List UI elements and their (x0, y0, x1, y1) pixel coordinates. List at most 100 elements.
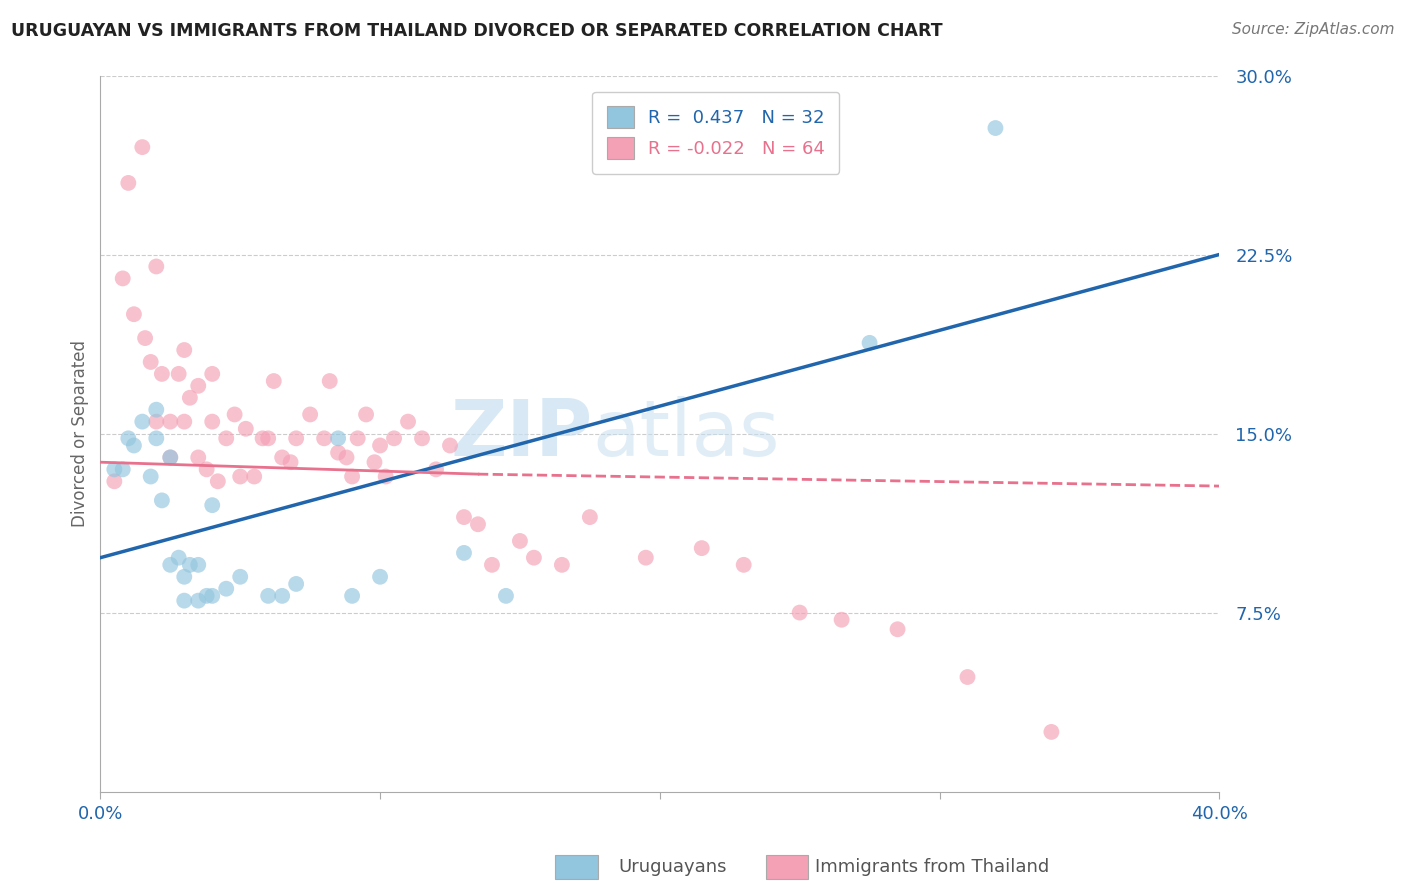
Point (509, 533, 531, 548)
Point (326, 431, 349, 445)
Point (326, 445, 349, 459)
Point (453, 510, 475, 524)
Point (150, 367, 173, 381)
Point (495, 589, 517, 603)
Point (368, 570, 391, 584)
Point (280, 455, 302, 469)
Point (299, 408, 322, 422)
Point (374, 469, 396, 483)
Point (215, 582, 238, 596)
Point (319, 374, 342, 388)
Point (173, 570, 195, 584)
Point (956, 670, 979, 684)
Point (159, 415, 181, 429)
Point (346, 431, 368, 445)
Point (425, 462, 447, 476)
Point (195, 462, 218, 476)
Point (257, 589, 280, 603)
Point (117, 431, 139, 445)
Text: ZIP: ZIP (450, 395, 593, 472)
Point (467, 517, 489, 532)
Point (134, 331, 156, 345)
Point (634, 550, 657, 565)
Point (523, 550, 546, 565)
Point (150, 493, 173, 508)
Point (195, 589, 218, 603)
Point (159, 558, 181, 572)
Point (733, 558, 755, 572)
Point (314, 431, 336, 445)
Point (224, 408, 246, 422)
Point (235, 422, 257, 436)
Point (551, 558, 574, 572)
Point (131, 415, 153, 429)
Point (122, 307, 145, 321)
Point (145, 260, 167, 274)
Point (340, 469, 363, 483)
Point (579, 510, 602, 524)
Point (111, 271, 134, 285)
Text: Immigrants from Thailand: Immigrants from Thailand (815, 858, 1050, 876)
Point (439, 438, 461, 452)
Point (354, 408, 377, 422)
Point (340, 589, 363, 603)
Point (215, 431, 238, 445)
Point (201, 498, 224, 512)
Point (187, 593, 209, 607)
Text: atlas: atlas (593, 395, 780, 472)
Point (453, 546, 475, 560)
Point (103, 475, 125, 489)
Text: Source: ZipAtlas.com: Source: ZipAtlas.com (1232, 22, 1395, 37)
Point (173, 593, 195, 607)
Point (243, 469, 266, 483)
Point (229, 469, 252, 483)
Point (285, 577, 308, 591)
Point (159, 450, 181, 465)
Point (285, 431, 308, 445)
Point (139, 355, 162, 369)
Point (159, 450, 181, 465)
Point (145, 431, 167, 445)
Point (167, 550, 190, 565)
Point (257, 431, 280, 445)
Point (831, 613, 853, 627)
Point (207, 475, 229, 489)
Point (117, 176, 139, 190)
Point (201, 415, 224, 429)
Point (984, 121, 1007, 136)
Point (179, 391, 201, 405)
Point (411, 431, 433, 445)
Y-axis label: Divorced or Separated: Divorced or Separated (72, 340, 89, 527)
Point (363, 455, 385, 469)
Point (382, 431, 405, 445)
Point (201, 589, 224, 603)
Point (263, 374, 285, 388)
Point (229, 570, 252, 584)
Text: Uruguayans: Uruguayans (619, 858, 727, 876)
Point (139, 469, 162, 483)
Point (368, 438, 391, 452)
Point (145, 402, 167, 417)
Legend: R =  0.437   N = 32, R = -0.022   N = 64: R = 0.437 N = 32, R = -0.022 N = 64 (592, 92, 839, 174)
Point (187, 379, 209, 393)
Point (187, 450, 209, 465)
Point (179, 558, 201, 572)
Point (335, 450, 357, 465)
Point (173, 343, 195, 357)
Point (396, 415, 419, 429)
Point (122, 438, 145, 452)
Point (252, 431, 274, 445)
Point (886, 622, 908, 636)
Point (131, 140, 153, 154)
Point (271, 589, 294, 603)
Point (187, 558, 209, 572)
Point (201, 367, 224, 381)
Point (858, 335, 880, 350)
Point (111, 462, 134, 476)
Point (789, 606, 811, 620)
Point (690, 541, 713, 555)
Point (173, 415, 195, 429)
Point (167, 367, 190, 381)
Point (145, 415, 167, 429)
Text: URUGUAYAN VS IMMIGRANTS FROM THAILAND DIVORCED OR SEPARATED CORRELATION CHART: URUGUAYAN VS IMMIGRANTS FROM THAILAND DI… (11, 22, 943, 40)
